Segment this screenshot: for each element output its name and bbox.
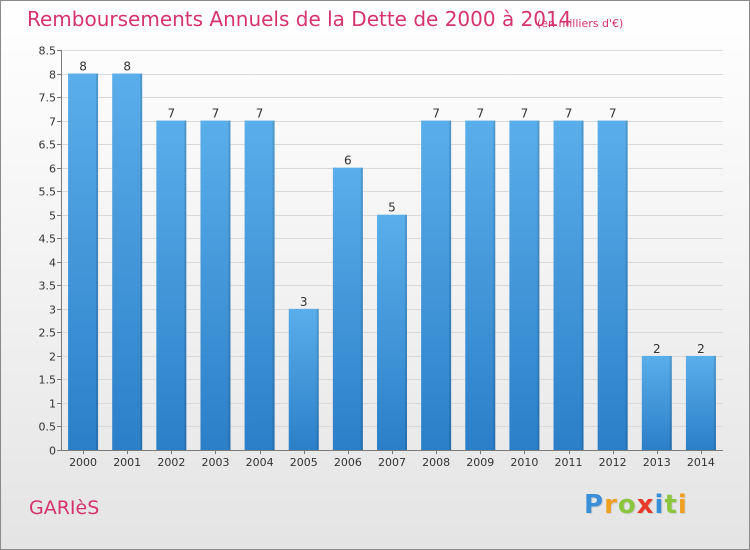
bar-edge — [625, 120, 628, 451]
bar-edge — [537, 120, 540, 451]
bar — [421, 120, 452, 451]
y-tick-label: 7 — [49, 116, 56, 129]
logo-letter: i — [654, 490, 665, 520]
x-tick-label: 2005 — [290, 456, 318, 469]
chart-unit: (en milliers d'€) — [537, 17, 624, 30]
data-label: 8 — [123, 60, 131, 74]
bar-edge — [405, 214, 407, 450]
bar-edge — [184, 120, 187, 451]
bar — [553, 120, 584, 451]
x-tick-label: 2010 — [510, 456, 538, 469]
bar — [509, 120, 540, 451]
bar — [112, 73, 143, 450]
bar-edge — [360, 167, 363, 450]
x-tick-label: 2014 — [687, 456, 715, 469]
x-tick-label: 2009 — [466, 456, 494, 469]
chart-title: Remboursements Annuels de la Dette de 20… — [27, 7, 572, 31]
axes — [57, 50, 723, 454]
logo-letter: P — [584, 490, 605, 520]
data-label: 3 — [300, 295, 308, 309]
bar-edge — [96, 73, 99, 450]
logo-letter: t — [664, 490, 678, 520]
y-tick-label: 8.5 — [39, 45, 57, 58]
bar-edge — [140, 73, 143, 450]
y-tick-label: 7.5 — [39, 92, 57, 105]
bar — [641, 355, 672, 450]
commune-name: GARIèS — [29, 497, 100, 519]
y-tick-label: 8 — [49, 69, 56, 82]
bar — [288, 308, 319, 450]
x-tick-label: 2007 — [378, 456, 406, 469]
bar — [156, 120, 187, 451]
bar-edge — [713, 355, 716, 450]
logo-letter: o — [617, 490, 637, 520]
x-tick-label: 2004 — [246, 456, 274, 469]
data-label: 7 — [476, 107, 484, 121]
x-tick-label: 2002 — [157, 456, 185, 469]
x-tick-label: 2011 — [555, 456, 583, 469]
labels: 0 0.5 1 1.5 2 2.5 3 3.5 4 4.5 5 5.5 6 6.5 7 7.5 8 8.5 8 200… — [39, 45, 715, 470]
bar — [377, 214, 407, 450]
data-label: 7 — [521, 107, 529, 121]
data-label: 8 — [79, 60, 87, 74]
logo-letter: i — [677, 490, 688, 520]
x-tick-label: 2008 — [422, 456, 450, 469]
data-label: 2 — [697, 342, 705, 356]
x-tick-label: 2006 — [334, 456, 362, 469]
bar-edge — [669, 355, 672, 450]
x-tick-label: 2013 — [643, 456, 671, 469]
x-tick-label: 2000 — [69, 456, 97, 469]
bar-edge — [316, 308, 319, 450]
bar-edge — [581, 120, 584, 451]
y-tick-label: 5.5 — [39, 186, 57, 199]
data-label: 7 — [256, 107, 264, 121]
bar — [200, 120, 231, 451]
bar — [597, 120, 628, 451]
data-label: 5 — [388, 201, 396, 215]
y-tick-label: 2 — [49, 351, 56, 364]
y-tick-label: 0 — [49, 445, 56, 458]
y-tick-label: 3.5 — [39, 280, 57, 293]
data-label: 7 — [609, 107, 617, 121]
y-tick-label: 4.5 — [39, 233, 57, 246]
y-tick-label: 1 — [49, 398, 56, 411]
data-label: 7 — [565, 107, 573, 121]
y-tick-label: 4 — [49, 257, 56, 270]
data-label: 2 — [653, 342, 661, 356]
bar-edge — [228, 120, 231, 451]
bar — [465, 120, 496, 451]
y-tick-label: 3 — [49, 304, 56, 317]
x-tick-label: 2012 — [599, 456, 627, 469]
y-tick-label: 2.5 — [39, 327, 57, 340]
y-tick-label: 6 — [49, 163, 56, 176]
bar — [685, 355, 716, 450]
logo-letter: x — [636, 490, 655, 520]
bars — [68, 73, 716, 451]
data-label: 7 — [212, 107, 220, 121]
data-label: 6 — [344, 154, 352, 168]
bar-edge — [272, 120, 275, 451]
proxiti-logo[interactable]: Proxiti — [584, 490, 688, 520]
bar-edge — [493, 120, 496, 451]
x-tick-label: 2001 — [113, 456, 141, 469]
y-tick-label: 6.5 — [39, 139, 57, 152]
bar — [68, 73, 99, 450]
logo-letter: r — [604, 490, 618, 520]
data-label: 7 — [168, 107, 176, 121]
y-tick-label: 5 — [49, 210, 56, 223]
data-label: 7 — [432, 107, 440, 121]
x-tick-label: 2003 — [201, 456, 229, 469]
y-tick-label: 1.5 — [39, 374, 57, 387]
bar-edge — [449, 120, 452, 451]
bar — [244, 120, 275, 451]
bar — [332, 167, 363, 450]
y-tick-label: 0.5 — [39, 421, 57, 434]
